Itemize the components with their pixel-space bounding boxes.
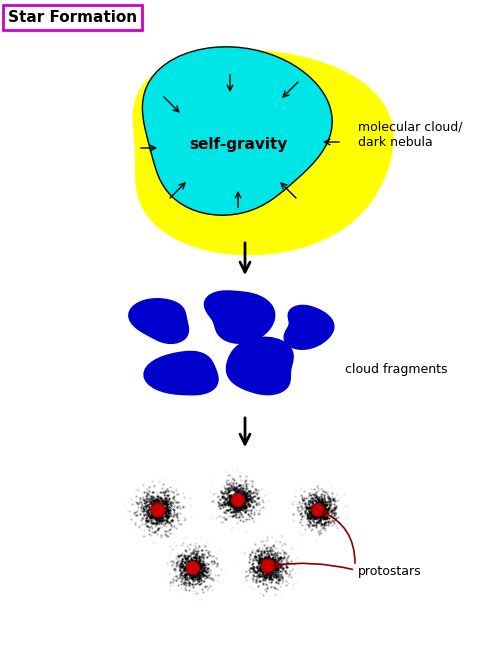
Circle shape (232, 494, 245, 506)
Polygon shape (284, 306, 334, 349)
Text: molecular cloud/
dark nebula: molecular cloud/ dark nebula (358, 121, 462, 149)
Text: self-gravity: self-gravity (189, 137, 287, 153)
Text: cloud fragments: cloud fragments (345, 364, 447, 376)
Polygon shape (129, 299, 189, 344)
Circle shape (151, 503, 165, 517)
Polygon shape (133, 51, 393, 254)
Text: protostars: protostars (358, 565, 422, 579)
Circle shape (312, 504, 324, 516)
Polygon shape (144, 352, 218, 395)
Polygon shape (204, 291, 275, 343)
Circle shape (261, 559, 275, 573)
Text: Star Formation: Star Formation (8, 10, 137, 25)
Polygon shape (226, 337, 293, 395)
Circle shape (187, 561, 199, 574)
Polygon shape (143, 47, 332, 215)
